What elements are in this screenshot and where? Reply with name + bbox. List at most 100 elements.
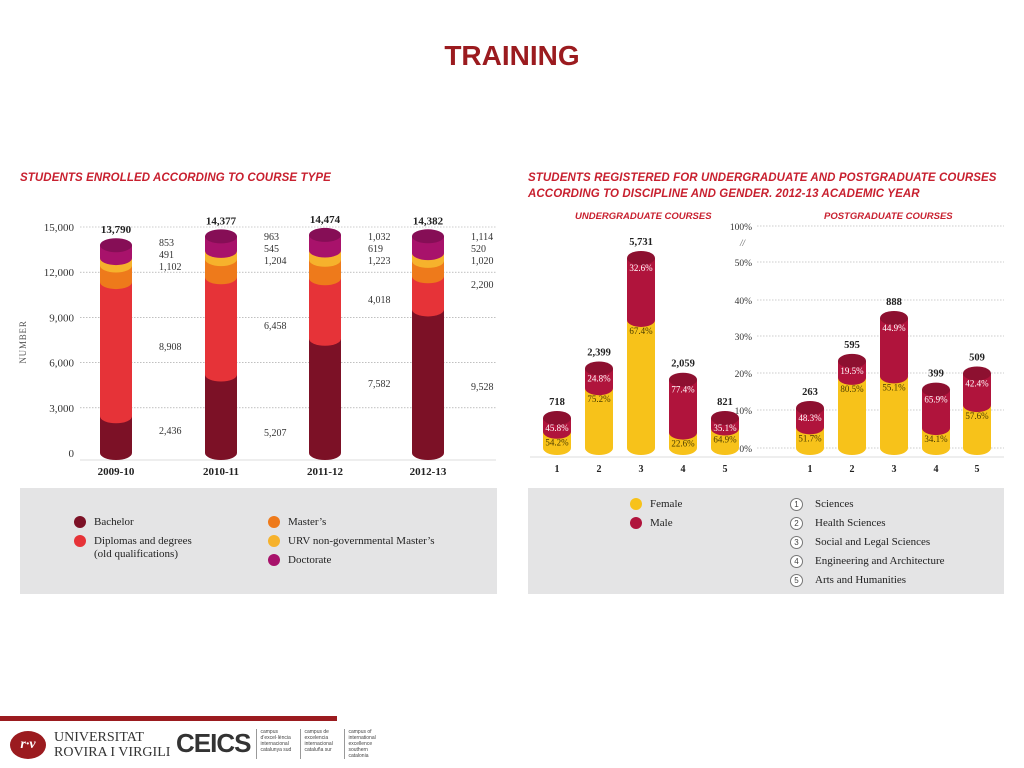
- bar-top-cap: [100, 238, 132, 253]
- bar-total-label: 263: [802, 387, 818, 398]
- data-label: 51.7%: [798, 433, 822, 443]
- y-tick-label: 12,000: [44, 267, 75, 279]
- legend-label: Male: [650, 517, 673, 529]
- bar-segment: [922, 389, 950, 436]
- legend-item-masters: Master’s: [268, 516, 326, 529]
- data-label: 22.6%: [671, 439, 695, 449]
- legend-dot-doctorate: [268, 554, 280, 566]
- footer-bar: [0, 716, 337, 721]
- bar-top-cap: [412, 229, 444, 244]
- data-label: 2,200: [471, 280, 494, 291]
- legend-item-diplomas: Diplomas and degrees (old qualifications…: [74, 535, 192, 561]
- bar-top-cap: [627, 251, 655, 265]
- y-tick-label: 15,000: [44, 222, 75, 234]
- bar-segment: [880, 376, 908, 455]
- bar-top-cap: [585, 361, 613, 376]
- discipline-number: 2: [790, 517, 803, 530]
- urv-line-2: ROVIRA I VIRGILI: [54, 745, 171, 760]
- ceics-mark: CEICS: [176, 728, 251, 758]
- ceics-tagline-es: campus de excelencia internacional catal…: [300, 728, 344, 759]
- data-label: 1,204: [264, 256, 287, 267]
- y-tick-label: 0: [69, 448, 75, 460]
- x-tick-label: 4: [934, 464, 939, 475]
- bar-segment: [205, 259, 237, 285]
- data-label: 19.5%: [840, 366, 864, 376]
- bar-segment: [627, 258, 655, 327]
- legend-label: Engineering and Architecture: [815, 555, 945, 567]
- data-label: 6,458: [264, 321, 287, 332]
- undergrad-heading: UNDERGRADUATE COURSES: [575, 211, 712, 222]
- axis-break-mark: //: [739, 238, 747, 248]
- data-label: 80.5%: [840, 384, 864, 394]
- legend-dot-female: [630, 498, 642, 510]
- left-legend-panel: Bachelor Diplomas and degrees (old quali…: [20, 488, 497, 594]
- bar-segment: [711, 428, 739, 455]
- bar-total-label: 888: [886, 297, 902, 308]
- enrollment-chart: 0 3,000 6,000 9,000 12,000 15,000 NUMBER 13,790…: [18, 214, 496, 478]
- data-label: 8,908: [159, 342, 182, 353]
- y-tick-label: 100%: [730, 223, 752, 233]
- data-label: 34.1%: [924, 434, 948, 444]
- data-label: 491: [159, 250, 174, 261]
- data-label: 1,020: [471, 256, 494, 267]
- y-tick-label: 0%: [739, 445, 752, 455]
- data-label: 4,018: [368, 295, 391, 306]
- y-tick-label: 50%: [735, 259, 753, 269]
- x-tick-label: 2009-10: [98, 466, 135, 478]
- ceics-logo: CEICS campus d’excel·lència internaciona…: [176, 728, 388, 759]
- y-tick-label: 10%: [735, 407, 753, 417]
- bar-segment: [309, 259, 341, 286]
- data-label: 75.2%: [587, 394, 611, 404]
- data-label: 7,582: [368, 379, 391, 390]
- discipline-number: 4: [790, 555, 803, 568]
- x-tick-label: 3: [639, 464, 644, 475]
- y-tick-label: 30%: [735, 333, 753, 343]
- y-tick-label: 6,000: [49, 358, 74, 370]
- bar-top-cap: [711, 411, 739, 425]
- bar-segment: [838, 377, 866, 455]
- x-tick-label: 2: [850, 464, 855, 475]
- data-label: 1,114: [471, 232, 493, 243]
- legend-label: Sciences: [815, 498, 854, 510]
- data-label: 5,207: [264, 428, 287, 439]
- x-tick-label: 2011-12: [307, 466, 344, 478]
- x-tick-label: 3: [892, 464, 897, 475]
- bar-top-cap: [205, 229, 237, 244]
- data-label: 35.1%: [713, 423, 737, 433]
- bar-total-label: 13,790: [101, 224, 132, 236]
- bar-segment: [669, 379, 697, 440]
- data-label: 65.9%: [924, 395, 948, 405]
- bar-top-cap: [796, 401, 824, 415]
- left-chart-heading: STUDENTS ENROLLED ACCORDING TO COURSE TY…: [20, 172, 331, 184]
- data-label: 64.9%: [713, 435, 737, 445]
- bar-segment: [796, 408, 824, 435]
- data-label: 54.2%: [545, 438, 569, 448]
- y-tick-label: 9,000: [49, 312, 74, 324]
- legend-dot-urv-masters: [268, 535, 280, 547]
- bar-segment: [309, 278, 341, 346]
- data-label: 42.4%: [965, 378, 989, 388]
- data-label: 67.4%: [629, 326, 653, 336]
- data-label: 963: [264, 232, 279, 243]
- data-label: 2,436: [159, 426, 182, 437]
- legend-item-social-legal: 3 Social and Legal Sciences: [790, 536, 930, 549]
- bar-total-label: 5,731: [629, 237, 653, 248]
- legend-label: Health Sciences: [815, 517, 886, 529]
- bar-segment: [627, 319, 655, 455]
- discipline-number: 3: [790, 536, 803, 549]
- urv-logo-text: UNIVERSITAT ROVIRA I VIRGILI: [54, 730, 170, 760]
- bar-segment: [796, 427, 824, 455]
- bar-segment: [100, 416, 132, 460]
- legend-label: Arts and Humanities: [815, 574, 907, 586]
- ceics-tagline-ca: campus d’excel·lència internacional cata…: [256, 728, 300, 759]
- bar-segment: [585, 388, 613, 455]
- data-label: 1,102: [159, 262, 182, 273]
- x-tick-label: 5: [723, 464, 728, 475]
- legend-item-bachelor: Bachelor: [74, 516, 134, 529]
- x-tick-label: 2012-13: [410, 466, 447, 478]
- legend-item-urv-masters: URV non-governmental Master’s: [268, 535, 435, 548]
- x-tick-label: 1: [555, 464, 560, 475]
- bar-top-cap: [880, 311, 908, 325]
- data-label: 9,528: [471, 382, 494, 393]
- data-label: 24.8%: [587, 373, 611, 383]
